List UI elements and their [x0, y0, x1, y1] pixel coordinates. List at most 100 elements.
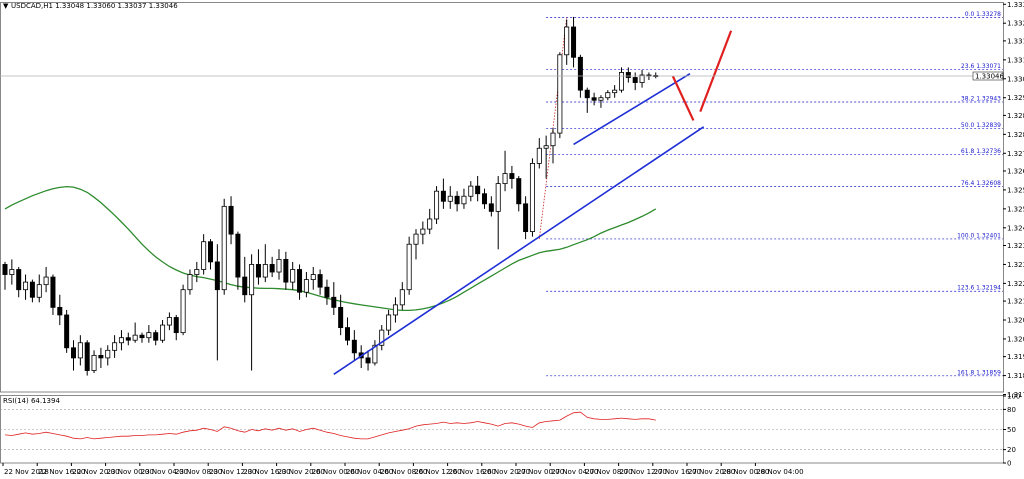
candle-body — [146, 332, 152, 339]
candle-body — [194, 269, 200, 275]
candle-body — [297, 269, 303, 293]
candle-body — [77, 342, 83, 359]
candle-body — [529, 162, 535, 233]
candle-body — [290, 269, 296, 283]
candle-body — [571, 26, 577, 58]
price-tick-label: 1.32670 — [1007, 167, 1024, 175]
candle-body — [57, 306, 63, 316]
candle-body — [23, 281, 29, 291]
candle-body — [379, 329, 385, 346]
symbol-header-group: ▼ USDCAD,H1 1.33048 1.33060 1.33037 1.33… — [3, 2, 178, 10]
candle-body — [536, 147, 542, 164]
candle-body — [255, 264, 261, 278]
rsi-panel: RSI(14) 64.1394 100 80 50 20 0 — [0, 393, 1020, 468]
price-tick-label: 1.32740 — [1007, 150, 1024, 158]
candle-body — [43, 276, 49, 286]
candle-body — [564, 26, 570, 56]
candle-body — [481, 193, 487, 205]
candle-body — [283, 258, 289, 283]
candle-body — [166, 317, 172, 326]
symbol-header: USDCAD,H1 1.33048 1.33060 1.33037 1.3304… — [11, 2, 178, 10]
price-tick-label: 1.32375 — [1007, 242, 1024, 250]
rsi-tick-label: 50 — [1007, 426, 1016, 434]
fib-level-label: 0.0 1.33278 — [965, 11, 1001, 18]
candle-body — [98, 354, 104, 359]
rsi-tick-label: 20 — [1007, 446, 1016, 454]
candle-body — [577, 56, 583, 91]
price-tick-label: 1.32300 — [1007, 261, 1024, 269]
candle-body — [71, 347, 77, 359]
price-tick-label: 1.31785 — [1007, 391, 1024, 399]
time-tick-label: 23 Nov 04:00 — [141, 468, 188, 476]
candle-body — [365, 357, 371, 364]
time-tick-label: 26 Nov 16:00 — [449, 468, 496, 476]
candle-body — [139, 334, 145, 339]
candle-body — [317, 274, 323, 288]
price-tick-label: 1.32005 — [1007, 335, 1024, 343]
candle-body — [276, 258, 282, 273]
candle-body — [235, 233, 241, 278]
candle-body — [475, 185, 481, 195]
time-tick-label: 23 Nov 20:00 — [278, 468, 325, 476]
time-tick-label: 27 Nov 00:00 — [517, 468, 564, 476]
time-tick-label: 26 Nov 08:00 — [380, 468, 427, 476]
candle-body — [591, 97, 597, 101]
time-tick-label: 26 Nov 00:00 — [312, 468, 359, 476]
candle-body — [249, 264, 255, 296]
candle-body — [461, 195, 467, 205]
moving-average-line — [4, 185, 657, 312]
candle-body — [324, 286, 330, 298]
time-tick-label: 23 Nov 08:00 — [175, 468, 222, 476]
candle-body — [2, 264, 8, 275]
fib-level-label: 76.4 1.32608 — [961, 180, 1001, 187]
fib-level-label: 100.0 1.32401 — [957, 232, 1001, 239]
candle-body — [612, 89, 618, 94]
rsi-tick-label: 80 — [1007, 406, 1016, 414]
candle-body — [84, 342, 90, 371]
candle-body — [160, 324, 166, 341]
price-tick-label: 1.32445 — [1007, 224, 1024, 232]
candle-body — [639, 74, 645, 83]
fib-level-label: 123.6 1.32194 — [957, 285, 1001, 292]
candle-body — [598, 97, 604, 101]
candle-body — [228, 205, 234, 235]
price-tick-label: 1.33255 — [1007, 20, 1024, 28]
candle-body — [413, 233, 419, 245]
candle-body — [132, 334, 138, 341]
candle-body — [495, 183, 501, 212]
time-tick-label: 27 Nov 12:00 — [620, 468, 667, 476]
forecast-arrow-line — [699, 30, 733, 113]
time-tick-label: 22 Nov 16:00 — [38, 468, 85, 476]
candle-body — [187, 274, 193, 291]
candle-body — [303, 279, 309, 293]
trend-lines — [333, 30, 733, 375]
candle-body — [550, 132, 556, 147]
time-tick-label: 27 Nov 08:00 — [585, 468, 632, 476]
forecast-arrow-line — [671, 75, 695, 121]
candle-body — [214, 261, 220, 291]
candlesticks — [2, 16, 659, 376]
trend-line — [333, 126, 705, 375]
candle-body — [543, 145, 549, 149]
time-tick-label: 27 Nov 16:00 — [654, 468, 701, 476]
candle-body — [180, 289, 186, 334]
candle-body — [427, 218, 433, 230]
time-tick-label: 27 Nov 04:00 — [551, 468, 598, 476]
candle-body — [406, 243, 412, 291]
candle-body — [468, 185, 474, 197]
time-tick-label: 28 Nov 04:00 — [756, 468, 803, 476]
candle-body — [488, 203, 494, 212]
candle-body — [207, 241, 213, 263]
trend-line — [573, 73, 691, 146]
candle-body — [372, 344, 378, 364]
price-tick-label: 1.32225 — [1007, 280, 1024, 288]
candle-body — [173, 317, 179, 334]
time-tick-label: 23 Nov 16:00 — [243, 468, 290, 476]
candle-body — [344, 327, 350, 341]
price-tick-label: 1.32960 — [1007, 94, 1024, 102]
candle-body — [9, 269, 15, 275]
fib-level-label: 161.8 1.31859 — [957, 369, 1001, 376]
candle-body — [105, 349, 111, 359]
